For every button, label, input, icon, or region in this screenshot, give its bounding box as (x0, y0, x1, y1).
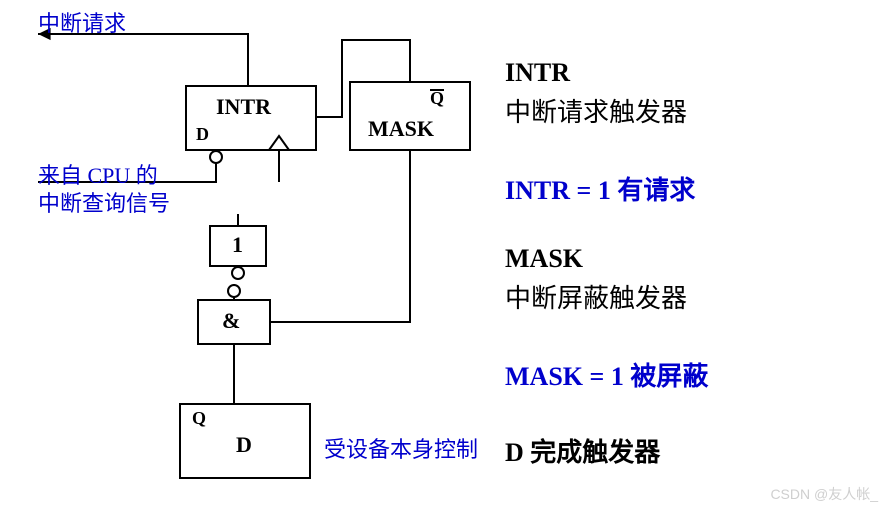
intr-label: INTR (216, 94, 271, 120)
d-label: D (236, 432, 252, 458)
d-q-label: Q (192, 408, 206, 429)
side-text-line: 中断请求触发器 (505, 92, 687, 129)
side-text-line: MASK (505, 244, 583, 274)
diagram-canvas: 中断请求 来自 CPU 的 中断查询信号 受设备本身控制 INTR D MASK… (0, 0, 890, 512)
label-bottom: 受设备本身控制 (324, 432, 478, 464)
intr-d-label: D (196, 124, 209, 145)
side-text-line: INTR (505, 58, 570, 88)
mask-qbar-label: Q (430, 88, 444, 109)
side-text-line: INTR = 1 有请求 (505, 170, 695, 207)
gate1-label: 1 (232, 232, 243, 258)
and-label: & (222, 308, 240, 334)
label-top: 中断请求 (38, 6, 126, 38)
mask-label: MASK (368, 116, 434, 142)
side-text-line: D 完成触发器 (505, 432, 660, 469)
side-text-line: 中断屏蔽触发器 (505, 278, 687, 315)
side-text-line: MASK = 1 被屏蔽 (505, 356, 708, 393)
label-cpu-line2: 中断查询信号 (38, 186, 170, 218)
watermark: CSDN @友人帐_ (770, 484, 878, 504)
